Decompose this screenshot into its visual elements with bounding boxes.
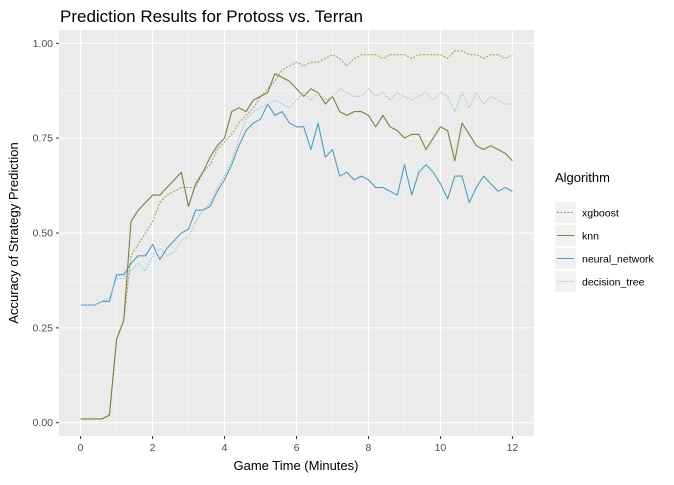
x-axis: 0 2 4 6 8 10 12 <box>78 436 519 454</box>
y-tick-label: 0.75 <box>33 133 54 145</box>
legend-title: Algorithm <box>555 170 610 185</box>
chart-title: Prediction Results for Protoss vs. Terra… <box>60 7 363 26</box>
y-tick-label: 0.50 <box>33 228 54 240</box>
x-tick-label: 2 <box>150 442 156 454</box>
y-tick-label: 0.25 <box>33 322 54 334</box>
x-axis-title: Game Time (Minutes) <box>234 458 359 473</box>
x-tick-label: 6 <box>294 442 300 454</box>
series-line-xgboost <box>80 50 513 420</box>
y-tick-label: 0.00 <box>33 417 54 429</box>
x-tick-label: 4 <box>222 442 228 454</box>
y-tick-label: 1.00 <box>33 38 54 50</box>
x-tick-label: 12 <box>507 442 519 454</box>
legend-label: decision_tree <box>582 277 645 289</box>
legend-label: knn <box>582 231 599 243</box>
legend-key-box <box>555 271 576 292</box>
legend: Algorithm xgboost knn neural_networkdecisi… <box>555 170 655 292</box>
x-tick-label: 0 <box>78 442 84 454</box>
legend-label: xgboost <box>582 208 619 220</box>
grid-major <box>59 30 534 436</box>
legend-label: neural_network <box>582 254 655 266</box>
x-tick-label: 8 <box>366 442 372 454</box>
y-axis: 0.00 0.25 0.50 0.75 1.00 <box>33 38 59 429</box>
series-line-neural-network <box>80 103 513 306</box>
series-line-knn <box>80 73 513 420</box>
series-line-decision-tree <box>80 88 513 306</box>
x-tick-label: 10 <box>435 442 447 454</box>
series-layer <box>80 50 513 420</box>
y-axis-title: Accuracy of Strategy Prediction <box>6 142 21 323</box>
